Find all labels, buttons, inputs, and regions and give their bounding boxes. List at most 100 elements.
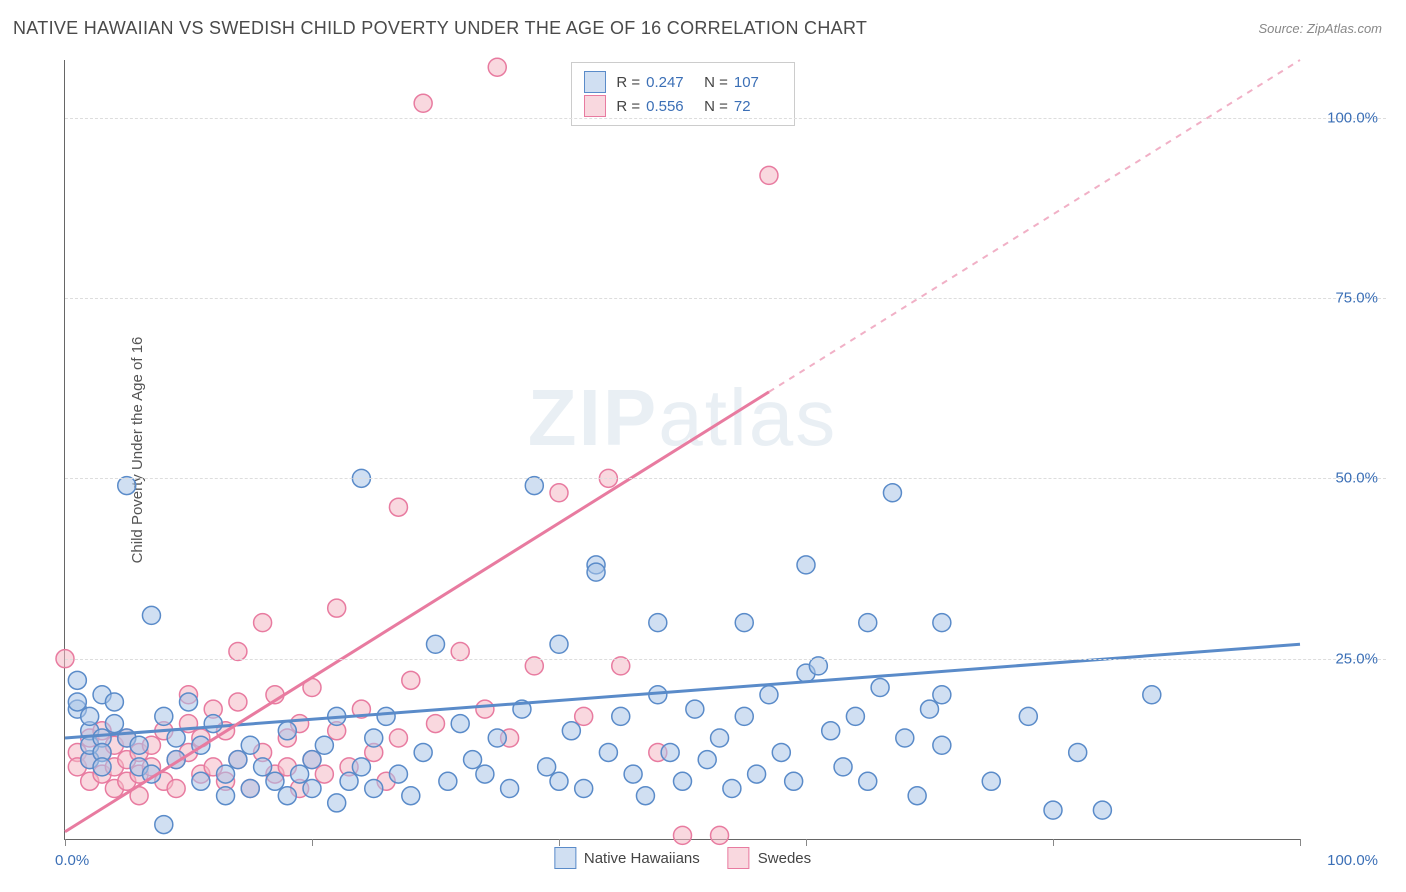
x-axis-min-label: 0.0%	[55, 852, 89, 869]
source-label: Source: ZipAtlas.com	[1258, 21, 1382, 36]
scatter-point	[217, 787, 235, 805]
scatter-point	[254, 614, 272, 632]
scatter-point	[871, 679, 889, 697]
scatter-point	[315, 736, 333, 754]
scatter-point	[476, 700, 494, 718]
stats-legend: R = 0.247 N = 107 R = 0.556 N = 72	[571, 62, 795, 126]
y-tick-label: 50.0%	[1335, 470, 1378, 487]
scatter-point	[612, 707, 630, 725]
r-label: R =	[616, 74, 640, 91]
scatter-point	[933, 686, 951, 704]
scatter-point	[414, 743, 432, 761]
scatter-point	[328, 794, 346, 812]
scatter-point	[698, 751, 716, 769]
scatter-point	[402, 787, 420, 805]
plot-region: ZIPatlas R = 0.247 N = 107 R = 0.556 N =…	[64, 60, 1300, 840]
scatter-point	[797, 556, 815, 574]
scatter-point	[365, 780, 383, 798]
scatter-point	[711, 729, 729, 747]
scatter-point	[315, 765, 333, 783]
scatter-point	[735, 614, 753, 632]
scatter-point	[896, 729, 914, 747]
scatter-point	[155, 816, 173, 834]
scatter-point	[649, 614, 667, 632]
scatter-point	[538, 758, 556, 776]
scatter-point	[550, 635, 568, 653]
scatter-svg	[65, 60, 1300, 839]
scatter-point	[427, 635, 445, 653]
scatter-point	[883, 484, 901, 502]
scatter-point	[501, 780, 519, 798]
scatter-point	[550, 484, 568, 502]
legend-item-swedes: Swedes	[728, 847, 811, 869]
scatter-point	[68, 693, 86, 711]
scatter-point	[130, 736, 148, 754]
r-label: R =	[616, 98, 640, 115]
n-value: 72	[734, 98, 782, 115]
y-tick-label: 75.0%	[1335, 290, 1378, 307]
r-value: 0.247	[646, 74, 694, 91]
scatter-point	[575, 707, 593, 725]
scatter-point	[340, 772, 358, 790]
scatter-point	[365, 729, 383, 747]
chart-area: Child Poverty Under the Age of 16 ZIPatl…	[50, 60, 1386, 840]
scatter-point	[192, 772, 210, 790]
stats-row-hawaiians: R = 0.247 N = 107	[584, 71, 782, 93]
scatter-point	[328, 599, 346, 617]
scatter-point	[908, 787, 926, 805]
scatter-point	[661, 743, 679, 761]
scatter-point	[550, 772, 568, 790]
legend-label: Swedes	[758, 850, 811, 867]
swatch-icon	[554, 847, 576, 869]
n-label: N =	[704, 74, 728, 91]
y-tick-label: 25.0%	[1335, 650, 1378, 667]
scatter-point	[439, 772, 457, 790]
scatter-point	[377, 707, 395, 725]
scatter-point	[155, 707, 173, 725]
n-value: 107	[734, 74, 782, 91]
scatter-point	[278, 722, 296, 740]
scatter-point	[427, 715, 445, 733]
scatter-point	[921, 700, 939, 718]
scatter-point	[142, 606, 160, 624]
scatter-point	[599, 743, 617, 761]
scatter-point	[933, 614, 951, 632]
scatter-point	[587, 563, 605, 581]
scatter-point	[846, 707, 864, 725]
swatch-icon	[584, 95, 606, 117]
scatter-point	[636, 787, 654, 805]
scatter-point	[402, 671, 420, 689]
scatter-point	[464, 751, 482, 769]
scatter-point	[105, 715, 123, 733]
legend-label: Native Hawaiians	[584, 850, 700, 867]
scatter-point	[834, 758, 852, 776]
swatch-icon	[728, 847, 750, 869]
scatter-point	[180, 693, 198, 711]
scatter-point	[217, 765, 235, 783]
scatter-point	[278, 787, 296, 805]
scatter-point	[859, 772, 877, 790]
scatter-point	[1019, 707, 1037, 725]
scatter-point	[81, 707, 99, 725]
swatch-icon	[584, 71, 606, 93]
scatter-point	[266, 772, 284, 790]
trend-line	[65, 392, 769, 832]
x-axis-max-label: 100.0%	[1327, 852, 1378, 869]
scatter-point	[562, 722, 580, 740]
legend-item-hawaiians: Native Hawaiians	[554, 847, 700, 869]
scatter-point	[982, 772, 1000, 790]
scatter-point	[822, 722, 840, 740]
scatter-point	[93, 758, 111, 776]
scatter-point	[303, 751, 321, 769]
bottom-legend: Native Hawaiians Swedes	[554, 847, 811, 869]
scatter-point	[229, 751, 247, 769]
scatter-point	[735, 707, 753, 725]
scatter-point	[241, 736, 259, 754]
scatter-point	[760, 166, 778, 184]
scatter-point	[68, 671, 86, 689]
scatter-point	[933, 736, 951, 754]
scatter-point	[389, 765, 407, 783]
scatter-point	[352, 758, 370, 776]
scatter-point	[859, 614, 877, 632]
scatter-point	[241, 780, 259, 798]
